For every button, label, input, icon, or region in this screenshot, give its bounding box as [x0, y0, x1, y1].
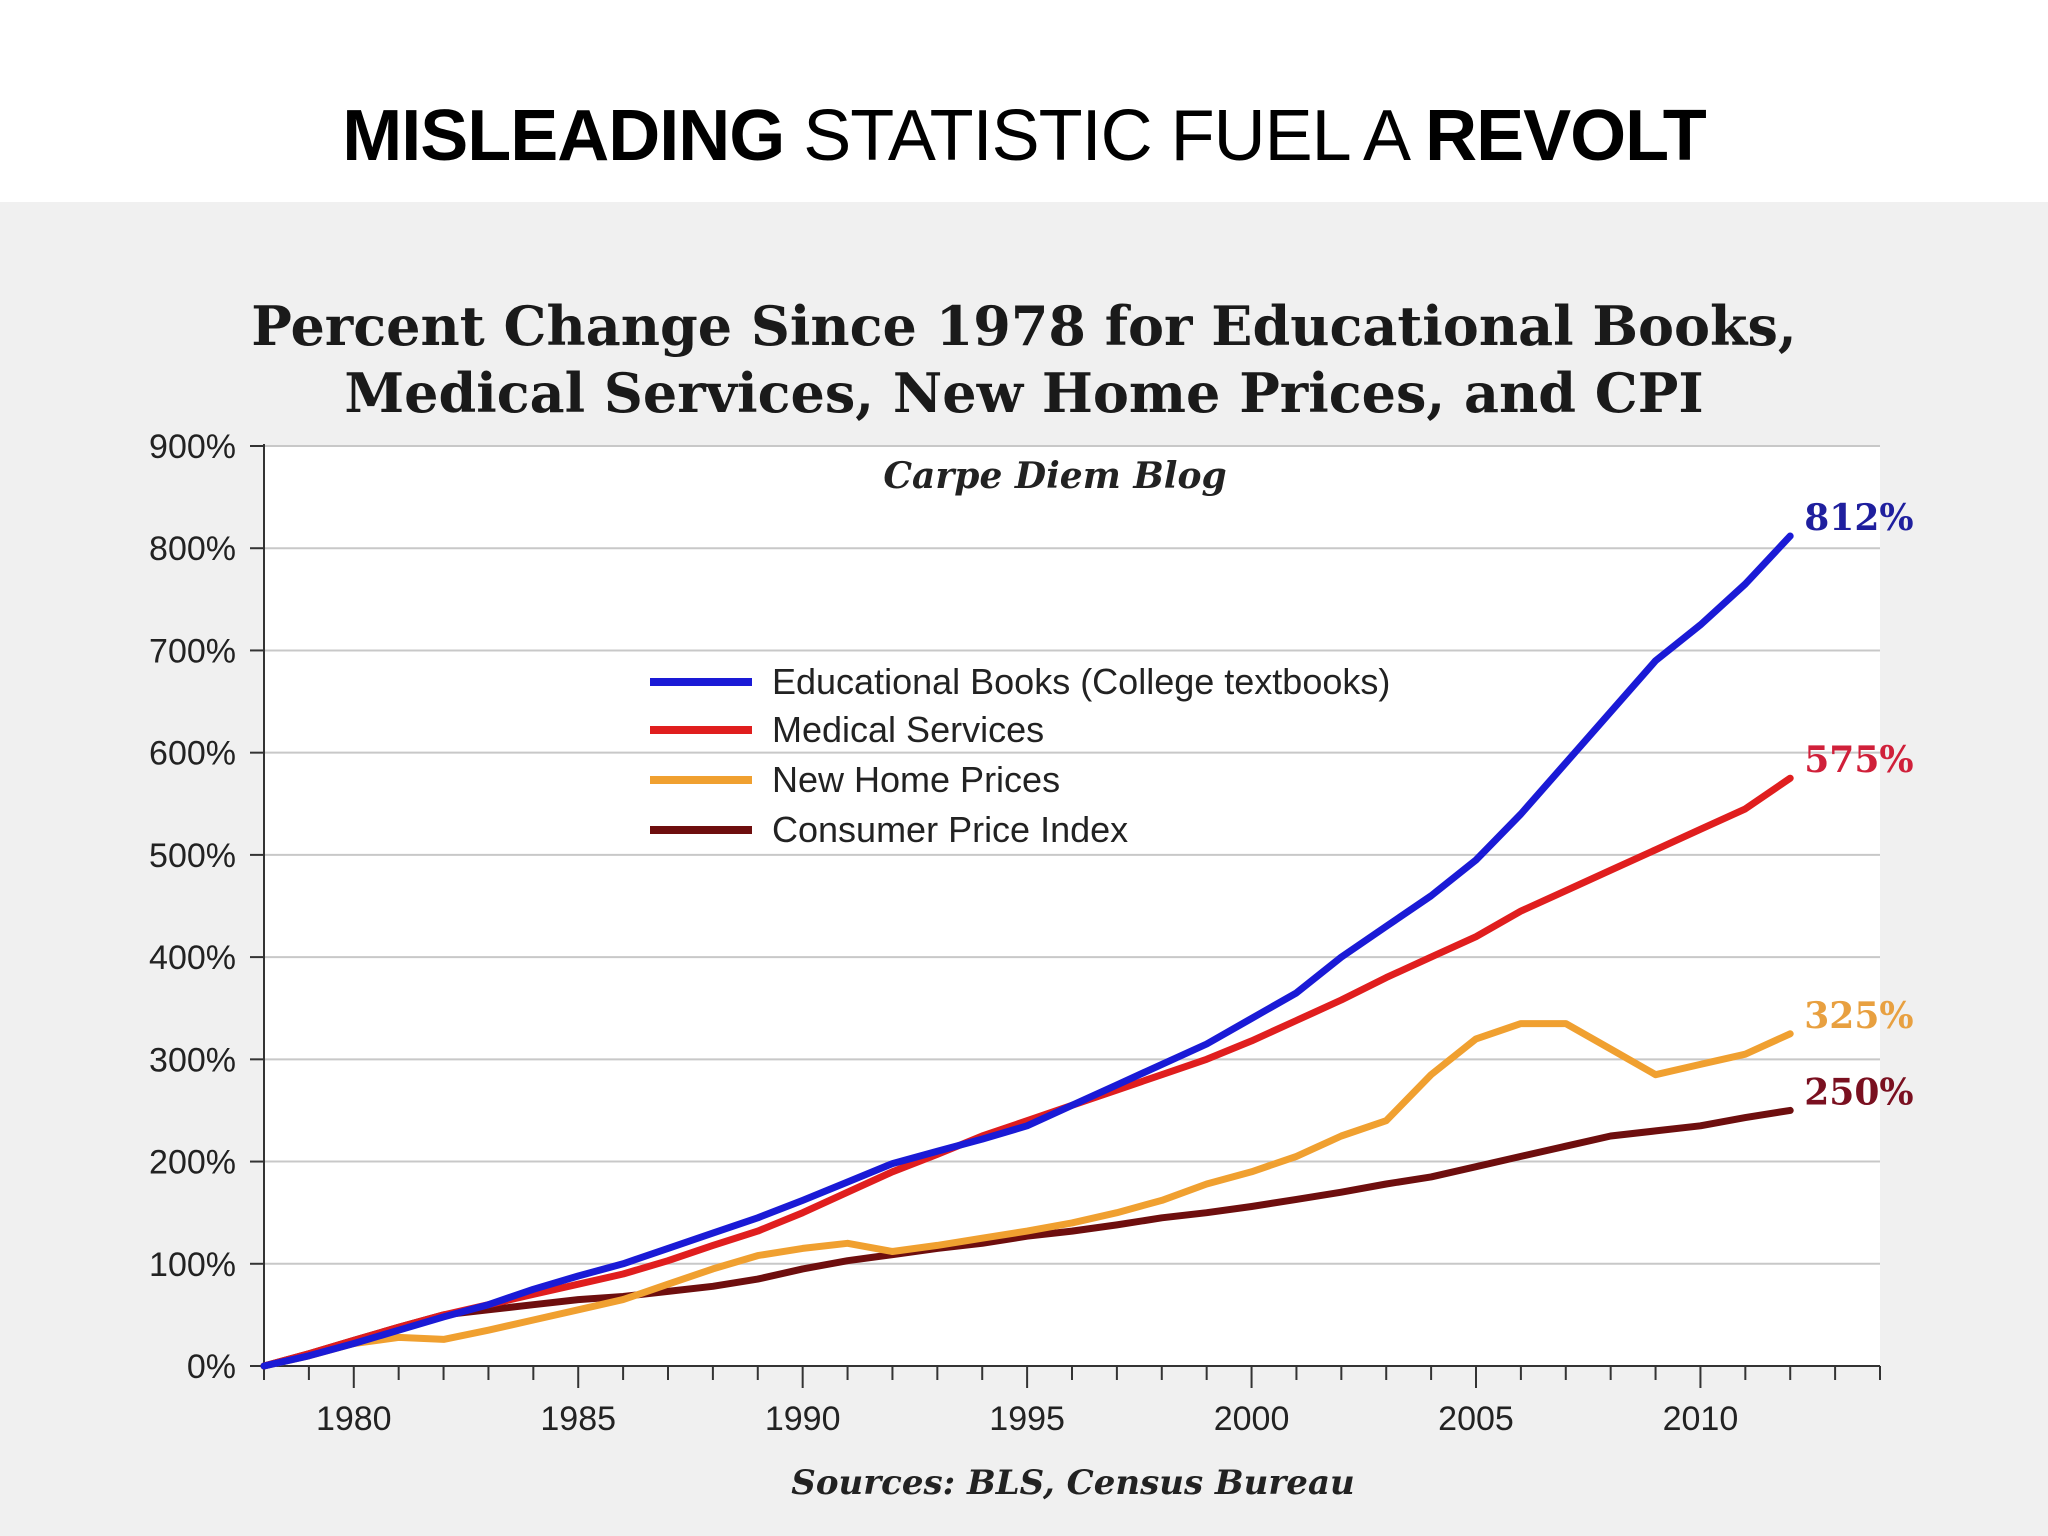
slide-title: MISLEADING STATISTIC FUEL A REVOLT	[0, 88, 2048, 184]
slide-title-part1: MISLEADING	[342, 96, 785, 176]
y-tick-label: 800%	[149, 530, 236, 568]
legend-label: Educational Books (College textbooks)	[772, 661, 1390, 702]
end-label: 325%	[1804, 995, 1913, 1037]
x-tick-label: 1990	[765, 1400, 841, 1438]
slide-title-part3: REVOLT	[1425, 96, 1707, 176]
y-tick-label: 300%	[149, 1041, 236, 1079]
series-line-0	[260, 532, 1794, 1370]
end-label: 575%	[1804, 739, 1913, 781]
x-tick-label: 2005	[1438, 1400, 1514, 1438]
y-tick-label: 400%	[149, 939, 236, 977]
chart-title-line2: Medical Services, New Home Prices, and C…	[344, 361, 1703, 425]
chart-source: Sources: BLS, Census Bureau	[791, 1463, 1354, 1503]
legend: Educational Books (College textbooks) Med…	[650, 661, 1390, 850]
series-lines	[260, 532, 1794, 1370]
grid-lines	[264, 445, 1880, 1265]
y-tick-label: 900%	[149, 428, 236, 466]
y-tick-label: 100%	[149, 1246, 236, 1284]
end-label: 812%	[1804, 497, 1913, 539]
plot-area	[264, 446, 1880, 1366]
chart-title-line1: Percent Change Since 1978 for Educationa…	[251, 294, 1796, 358]
y-tick-label: 700%	[149, 632, 236, 670]
axes: 0% 100% 200% 300% 400% 500% 600% 700% 800% 900% 19…	[149, 428, 1881, 1438]
slide-title-part2: STATISTIC FUEL A	[803, 96, 1407, 176]
x-tick-label: 2000	[1214, 1400, 1290, 1438]
series-line-2	[260, 1020, 1794, 1370]
end-labels: 812% 575% 325% 250%	[1804, 497, 1913, 1113]
y-tick-label: 600%	[149, 735, 236, 773]
end-label: 250%	[1804, 1071, 1913, 1113]
x-tick-label: 2010	[1663, 1400, 1739, 1438]
series-line-3	[260, 1106, 1794, 1370]
x-tick-label: 1985	[540, 1400, 616, 1438]
y-tick-label: 0%	[187, 1348, 236, 1386]
chart-watermark: Carpe Diem Blog	[883, 455, 1226, 497]
x-tick-label: 1995	[989, 1400, 1065, 1438]
legend-label: Medical Services	[772, 709, 1044, 750]
y-tick-label: 500%	[149, 837, 236, 875]
legend-label: New Home Prices	[772, 759, 1060, 800]
y-tick-label: 200%	[149, 1144, 236, 1182]
x-tick-label: 1980	[316, 1400, 392, 1438]
legend-label: Consumer Price Index	[772, 809, 1128, 850]
